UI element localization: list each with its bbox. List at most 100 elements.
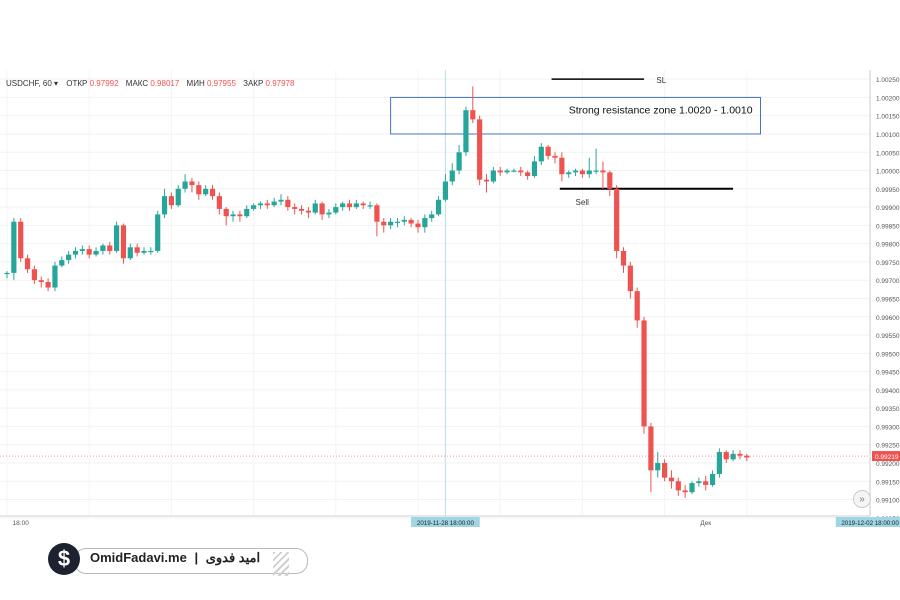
candle-body[interactable] [634, 291, 640, 321]
candle-body[interactable] [518, 170, 524, 173]
candle-body[interactable] [552, 155, 558, 158]
candle-body[interactable] [209, 188, 216, 197]
candle-body[interactable] [168, 196, 174, 206]
scroll-to-realtime-button[interactable]: » [853, 490, 871, 508]
candle-body[interactable] [614, 188, 620, 251]
symbol-label[interactable]: USDCHF, 60 [6, 79, 52, 88]
candle-body[interactable] [278, 199, 284, 202]
candle-body[interactable] [312, 203, 318, 213]
candle-body[interactable] [319, 203, 325, 215]
candle-body[interactable] [408, 219, 414, 224]
candle-body[interactable] [264, 203, 270, 206]
candle-body[interactable] [59, 260, 65, 266]
candle-body[interactable] [216, 196, 222, 209]
candle-body[interactable] [744, 455, 750, 458]
candle-body[interactable] [107, 245, 113, 251]
candle-body[interactable] [442, 181, 448, 200]
candle-body[interactable] [196, 185, 202, 195]
candle-body[interactable] [326, 212, 332, 215]
candle-body[interactable] [620, 250, 627, 266]
candle-body[interactable] [662, 462, 668, 478]
candle-body[interactable] [141, 250, 147, 253]
candle-body[interactable] [716, 452, 722, 474]
candle-body[interactable] [127, 247, 133, 259]
candle-body[interactable] [641, 320, 647, 427]
candle-body[interactable] [134, 247, 140, 253]
candle-body[interactable] [381, 221, 387, 226]
candle-body[interactable] [346, 203, 353, 208]
candle-body[interactable] [298, 208, 305, 211]
candle-body[interactable] [388, 221, 394, 226]
candle-body[interactable] [45, 282, 51, 288]
candle-body[interactable] [696, 481, 702, 484]
candle-body[interactable] [401, 219, 407, 222]
candle-body[interactable] [504, 170, 510, 173]
candle-body[interactable] [394, 221, 401, 223]
candle-body[interactable] [422, 218, 428, 228]
symbol-dropdown-icon[interactable]: ▾ [54, 79, 61, 88]
candle-body[interactable] [559, 157, 565, 175]
candle-body[interactable] [18, 221, 24, 259]
candle-body[interactable] [607, 172, 613, 189]
candle-body[interactable] [367, 205, 373, 207]
candle-body[interactable] [38, 280, 44, 283]
candle-body[interactable] [52, 265, 58, 288]
candle-body[interactable] [627, 265, 633, 292]
candle-body[interactable] [648, 426, 654, 471]
candle-body[interactable] [230, 214, 236, 217]
candle-body[interactable] [545, 146, 551, 156]
candle-body[interactable] [86, 249, 92, 255]
candle-body[interactable] [189, 181, 195, 186]
candle-body[interactable] [66, 254, 72, 261]
candle-body[interactable] [593, 170, 599, 172]
candle-body[interactable] [79, 249, 85, 251]
candle-body[interactable] [566, 172, 572, 175]
site-name[interactable]: OmidFadavi.me [90, 550, 187, 565]
candle-body[interactable] [415, 223, 421, 228]
candle-body[interactable] [435, 199, 442, 215]
candle-body[interactable] [579, 170, 585, 175]
candle-body[interactable] [285, 199, 291, 208]
candle-body[interactable] [24, 258, 31, 270]
candle-body[interactable] [429, 214, 435, 219]
candle-body[interactable] [456, 152, 462, 171]
candle-body[interactable] [333, 207, 339, 213]
candle-body[interactable] [340, 203, 346, 208]
candle-body[interactable] [93, 250, 99, 255]
candle-body[interactable] [360, 203, 366, 206]
candle-body[interactable] [353, 203, 359, 208]
candle-body[interactable] [244, 208, 250, 217]
candle-body[interactable] [675, 481, 681, 491]
candle-body[interactable] [730, 453, 736, 460]
candle-body[interactable] [689, 483, 695, 493]
candle-body[interactable] [525, 172, 531, 177]
candle-body[interactable] [531, 161, 538, 177]
candle-body[interactable] [155, 214, 161, 251]
candle-body[interactable] [374, 205, 380, 222]
candle-body[interactable] [251, 205, 257, 209]
candle-body[interactable] [538, 146, 544, 162]
candle-body[interactable] [4, 272, 10, 275]
candle-body[interactable] [511, 170, 517, 172]
candle-body[interactable] [237, 214, 243, 217]
candle-body[interactable] [72, 250, 79, 255]
candle-body[interactable] [11, 221, 17, 273]
candle-body[interactable] [682, 490, 688, 493]
candle-body[interactable] [655, 462, 661, 471]
candle-body[interactable] [572, 170, 579, 173]
candle-body[interactable] [497, 170, 503, 173]
candle-body[interactable] [120, 225, 127, 259]
candle-body[interactable] [470, 110, 476, 120]
candle-body[interactable] [586, 170, 592, 175]
candle-body[interactable] [449, 170, 455, 182]
candle-body[interactable] [463, 110, 469, 153]
candle-body[interactable] [668, 477, 675, 482]
candle-body[interactable] [203, 188, 209, 195]
candle-body[interactable] [223, 208, 229, 217]
candle-body[interactable] [148, 250, 154, 253]
candle-body[interactable] [31, 269, 37, 281]
candle-body[interactable] [703, 481, 709, 485]
candle-body[interactable] [490, 170, 496, 182]
candle-body[interactable] [305, 210, 311, 213]
